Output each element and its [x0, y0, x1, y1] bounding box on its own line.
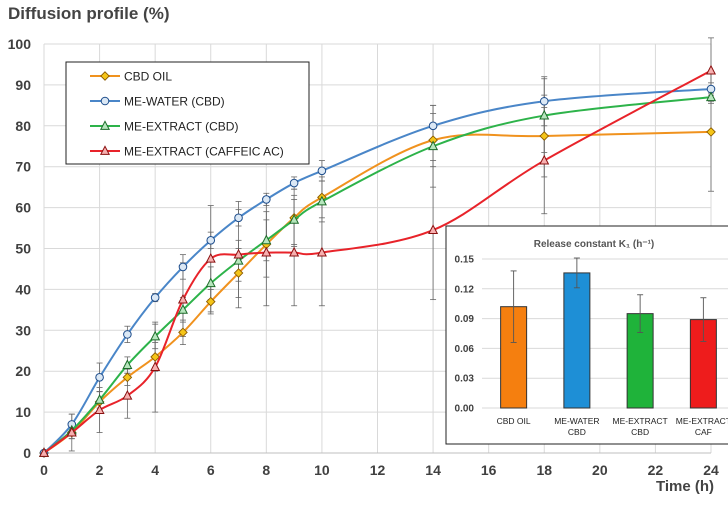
data-point: [150, 361, 161, 372]
y-tick-label: 0: [23, 445, 31, 461]
data-point: [94, 404, 105, 414]
x-axis-label: Time (h): [655, 478, 714, 495]
inset-title: Release constant K₁ (h⁻¹): [534, 239, 655, 250]
legend: CBD OIL ME-WATER (CBD) ME-EXTRACT (CBD) ME-…: [65, 61, 310, 165]
y-tick-label: 60: [15, 200, 31, 216]
inset-y-tick-label: 0.03: [455, 374, 475, 385]
inset-y-tick-label: 0.06: [455, 344, 475, 355]
x-tick-label: 18: [536, 462, 552, 478]
y-tick-label: 50: [15, 241, 31, 257]
x-tick-label: 16: [481, 462, 497, 478]
x-tick-label: 8: [262, 462, 270, 478]
data-point: [317, 166, 327, 176]
inset-category-label: CAF: [695, 427, 712, 437]
legend-swatch-marker: [100, 96, 110, 106]
data-point: [150, 330, 161, 341]
inset-category-label: CBD OIL: [497, 416, 531, 426]
data-point: [205, 277, 216, 288]
x-tick-label: 4: [151, 462, 159, 478]
x-tick-label: 10: [314, 462, 330, 478]
legend-label: ME-WATER (CBD): [124, 95, 225, 109]
inset-chart: Release constant K₁ (h⁻¹) 0.00 0.03 0.06 0.0…: [445, 225, 728, 445]
series-3: [38, 64, 717, 457]
data-point: [94, 394, 105, 404]
data-point: [289, 214, 300, 224]
x-tick-label: 24: [703, 462, 719, 478]
data-point: [705, 91, 717, 102]
y-tick-label: 10: [15, 404, 31, 420]
data-point: [233, 248, 244, 259]
data-point: [206, 236, 216, 245]
data-point: [205, 296, 216, 307]
data-point: [233, 254, 244, 265]
data-point: [66, 426, 77, 437]
data-point: [539, 131, 550, 141]
data-point: [233, 268, 244, 278]
data-point: [289, 178, 299, 188]
data-point: [178, 262, 188, 272]
data-point: [261, 234, 272, 245]
legend-label: ME-EXTRACT (CAFFEIC AC): [124, 145, 284, 159]
inset-y-tick-label: 0.00: [455, 404, 475, 415]
data-point: [261, 246, 272, 257]
inset-category-label: CBD: [631, 427, 649, 437]
data-point: [316, 246, 327, 257]
data-point: [316, 195, 327, 206]
data-point: [150, 352, 161, 362]
data-point: [38, 447, 50, 457]
data-point: [428, 121, 438, 131]
y-tick-label: 90: [15, 77, 31, 93]
data-point: [177, 293, 188, 304]
data-point: [177, 304, 188, 314]
data-point: [539, 109, 550, 120]
legend-swatch-marker: [99, 120, 111, 130]
x-tick-label: 0: [40, 462, 48, 478]
series-1: [39, 84, 716, 458]
legend-swatch-marker: [100, 71, 110, 81]
x-tick-label: 2: [96, 462, 104, 478]
inset-y-tick-label: 0.15: [455, 255, 475, 266]
data-point: [122, 372, 133, 383]
data-point: [289, 246, 300, 257]
data-point: [150, 293, 160, 302]
x-tick-label: 20: [592, 462, 608, 478]
y-tick-label: 100: [8, 36, 32, 52]
y-tick-label: 40: [15, 281, 31, 297]
data-point: [705, 64, 717, 75]
inset-bar: [563, 272, 591, 409]
y-tick-label: 30: [15, 322, 31, 338]
data-point: [428, 140, 439, 151]
legend-swatch-marker: [99, 145, 111, 155]
data-point: [428, 224, 439, 234]
y-axis-label: Diffusion profile (%): [8, 4, 170, 23]
data-point: [122, 389, 133, 400]
inset-y-tick-label: 0.09: [455, 314, 475, 325]
inset-category-label: ME-EXTRACT: [676, 416, 728, 426]
x-tick-label: 6: [207, 462, 215, 478]
data-point: [205, 252, 216, 263]
inset-category-label: ME-WATER: [554, 416, 599, 426]
y-tick-label: 70: [15, 159, 31, 175]
data-point: [706, 127, 716, 137]
data-point: [539, 96, 549, 106]
inset-category-label: ME-EXTRACT: [613, 416, 668, 426]
x-tick-label: 22: [648, 462, 664, 478]
data-point: [539, 154, 550, 165]
legend-label: ME-EXTRACT (CBD): [124, 120, 238, 134]
data-point: [262, 195, 271, 204]
y-tick-label: 20: [15, 363, 31, 379]
data-point: [234, 213, 243, 223]
data-point: [95, 373, 104, 382]
y-tick-label: 80: [15, 118, 31, 134]
x-tick-label: 14: [425, 462, 441, 478]
inset-category-label: CBD: [568, 427, 586, 437]
data-point: [122, 359, 133, 369]
inset-y-tick-label: 0.12: [455, 284, 475, 295]
data-point: [178, 327, 188, 338]
x-tick-label: 12: [370, 462, 386, 478]
legend-label: CBD OIL: [124, 70, 172, 84]
series-2: [38, 91, 717, 457]
data-point: [123, 330, 132, 339]
